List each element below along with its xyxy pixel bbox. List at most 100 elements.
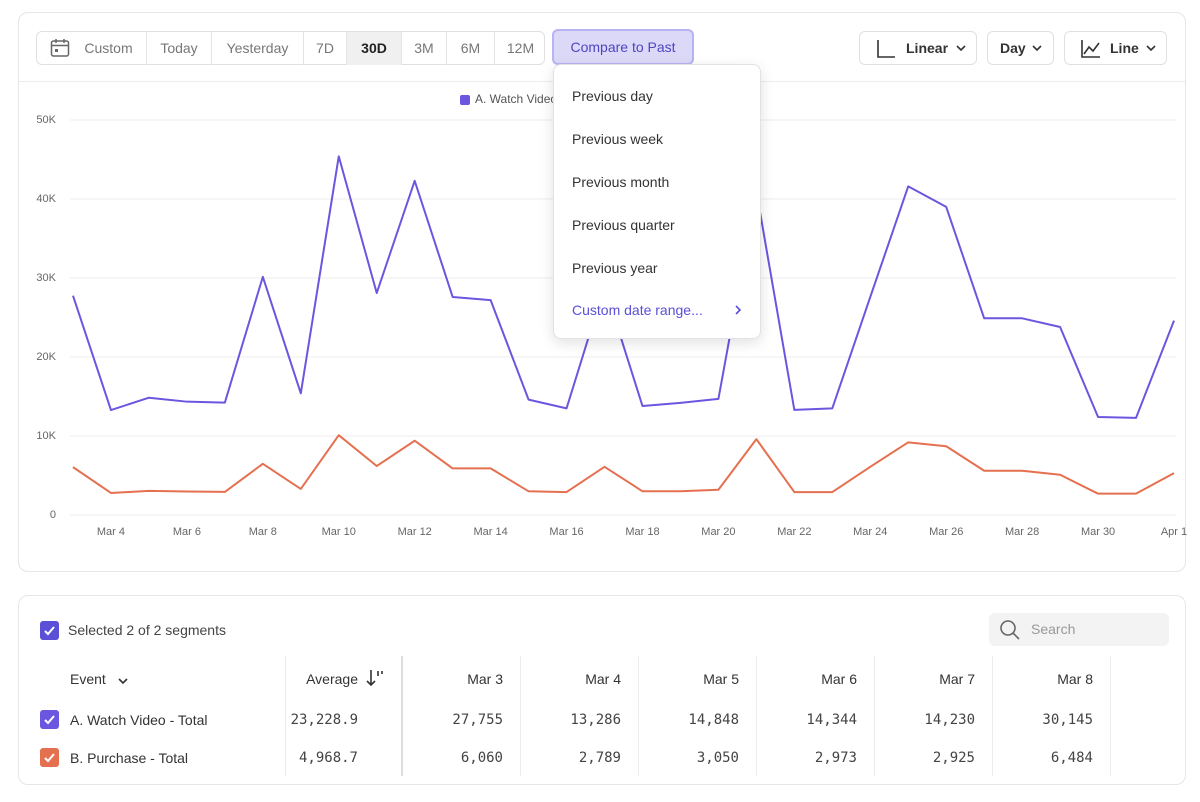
x-tick-label: Apr 1 — [1161, 526, 1187, 538]
menu-item[interactable]: Previous quarter — [572, 217, 675, 233]
cell-value: 14,230 — [924, 712, 975, 728]
check — [44, 753, 55, 763]
range-button[interactable]: 12M — [506, 40, 535, 56]
menu-item-custom[interactable]: Custom date range... — [572, 302, 742, 318]
scale-button[interactable]: Linear — [859, 31, 977, 65]
x-tick-label: Mar 26 — [929, 526, 963, 538]
menu-item[interactable]: Previous day — [572, 88, 653, 104]
column-header[interactable]: Event — [70, 671, 106, 687]
range-button[interactable]: Yesterday — [212, 32, 304, 65]
column-header[interactable]: Mar 8 — [1057, 671, 1093, 687]
select-all-checkbox[interactable] — [40, 621, 59, 640]
style-label: Line — [1110, 40, 1139, 56]
cell-value: 13,286 — [570, 712, 621, 728]
menu-item[interactable]: Previous year — [572, 260, 658, 276]
date-range-group: Custom Today Yesterday 7D 30D 3M 6M 12M — [36, 31, 545, 65]
scale-icon — [877, 40, 895, 58]
menu-item[interactable]: Previous month — [572, 174, 670, 190]
y-tick-label: 0 — [50, 509, 56, 521]
x-tick-label: Mar 6 — [173, 526, 201, 538]
menu-item[interactable]: Previous week — [572, 131, 664, 147]
column-separator — [520, 656, 521, 776]
row-label: A. Watch Video - Total — [70, 712, 208, 728]
compare-menu: Previous day Previous week Previous month P… — [553, 64, 761, 339]
interval-label: Day — [1000, 40, 1026, 56]
search-placeholder: Search — [1031, 621, 1076, 637]
chevron — [956, 45, 966, 52]
chevron — [118, 678, 128, 685]
chevron — [1146, 45, 1156, 52]
range-button[interactable]: Today — [147, 32, 212, 65]
check — [44, 626, 55, 636]
compare-button[interactable]: Compare to Past — [552, 29, 694, 65]
line-icon — [1081, 40, 1100, 58]
column-separator — [638, 656, 639, 776]
y-tick-label: 20K — [36, 351, 56, 363]
cell-value: 2,925 — [932, 750, 975, 766]
cell-value: 2,789 — [578, 750, 621, 766]
range-button[interactable]: 6M — [447, 32, 495, 65]
range-button[interactable]: 30D — [347, 32, 402, 65]
y-tick-label: 10K — [36, 430, 56, 442]
column-separator — [756, 656, 757, 776]
search-box[interactable]: Search — [989, 613, 1169, 646]
search-icon — [1000, 620, 1020, 640]
row-checkbox[interactable] — [40, 748, 59, 767]
x-tick-label: Mar 20 — [701, 526, 735, 538]
check — [44, 715, 55, 725]
table-card: Selected 2 of 2 segments Search Event Ave… — [18, 595, 1186, 785]
selection-text: Selected 2 of 2 segments — [68, 622, 226, 638]
column-header[interactable]: Mar 3 — [467, 671, 503, 687]
legend-swatch — [460, 95, 470, 105]
column-header[interactable]: Average — [306, 671, 358, 687]
column-separator — [285, 656, 286, 776]
x-tick-label: Mar 14 — [473, 526, 507, 538]
style-button[interactable]: Line — [1064, 31, 1167, 65]
sort-icon — [366, 670, 383, 687]
column-separator — [874, 656, 875, 776]
x-tick-label: Mar 4 — [97, 526, 125, 538]
column-header[interactable]: Mar 5 — [703, 671, 739, 687]
cell-value: 3,050 — [696, 750, 739, 766]
x-tick-label: Mar 30 — [1081, 526, 1115, 538]
scale-label: Linear — [906, 40, 949, 56]
cell-value: 23,228.9 — [290, 712, 358, 728]
y-tick-label: 30K — [36, 272, 56, 284]
column-separator — [992, 656, 993, 776]
cell-value: 6,484 — [1050, 750, 1093, 766]
column-header[interactable]: Mar 4 — [585, 671, 621, 687]
x-tick-label: Mar 12 — [398, 526, 432, 538]
column-separator — [1110, 656, 1111, 776]
x-tick-label: Mar 8 — [249, 526, 277, 538]
y-tick-label: 50K — [36, 114, 56, 126]
cell-value: 4,968.7 — [298, 750, 358, 766]
cell-value: 30,145 — [1042, 712, 1093, 728]
x-tick-label: Mar 18 — [625, 526, 659, 538]
range-button[interactable]: Custom — [37, 32, 147, 65]
cell-value: 14,344 — [806, 712, 857, 728]
chart: 0 10K 20K 30K 40K 50K Mar 4 Mar 6 Mar 8 Mar 10 Mar… — [36, 92, 1187, 538]
y-tick-label: 40K — [36, 193, 56, 205]
series-line — [72, 434, 1175, 495]
range-button[interactable]: 3M — [402, 32, 447, 65]
series-line — [72, 155, 1175, 419]
cell-value: 14,848 — [688, 712, 739, 728]
custom-label: Custom date range... — [572, 302, 703, 318]
cell-value: 2,973 — [814, 750, 857, 766]
x-tick-label: Mar 16 — [549, 526, 583, 538]
x-tick-label: Mar 22 — [777, 526, 811, 538]
row-label: B. Purchase - Total — [70, 750, 189, 766]
cell-value: 6,060 — [460, 750, 503, 766]
row-checkbox[interactable] — [40, 710, 59, 729]
column-header[interactable]: Mar 7 — [939, 671, 975, 687]
x-tick-label: Mar 28 — [1005, 526, 1039, 538]
range-button[interactable]: 7D — [304, 32, 347, 65]
calendar-icon — [50, 39, 70, 57]
chevron — [1032, 45, 1042, 52]
interval-button[interactable]: Day — [987, 31, 1054, 65]
x-tick-label: Mar 10 — [322, 526, 356, 538]
x-tick-label: Mar 24 — [853, 526, 887, 538]
chevron-right — [735, 305, 742, 315]
column-header[interactable]: Mar 6 — [821, 671, 857, 687]
